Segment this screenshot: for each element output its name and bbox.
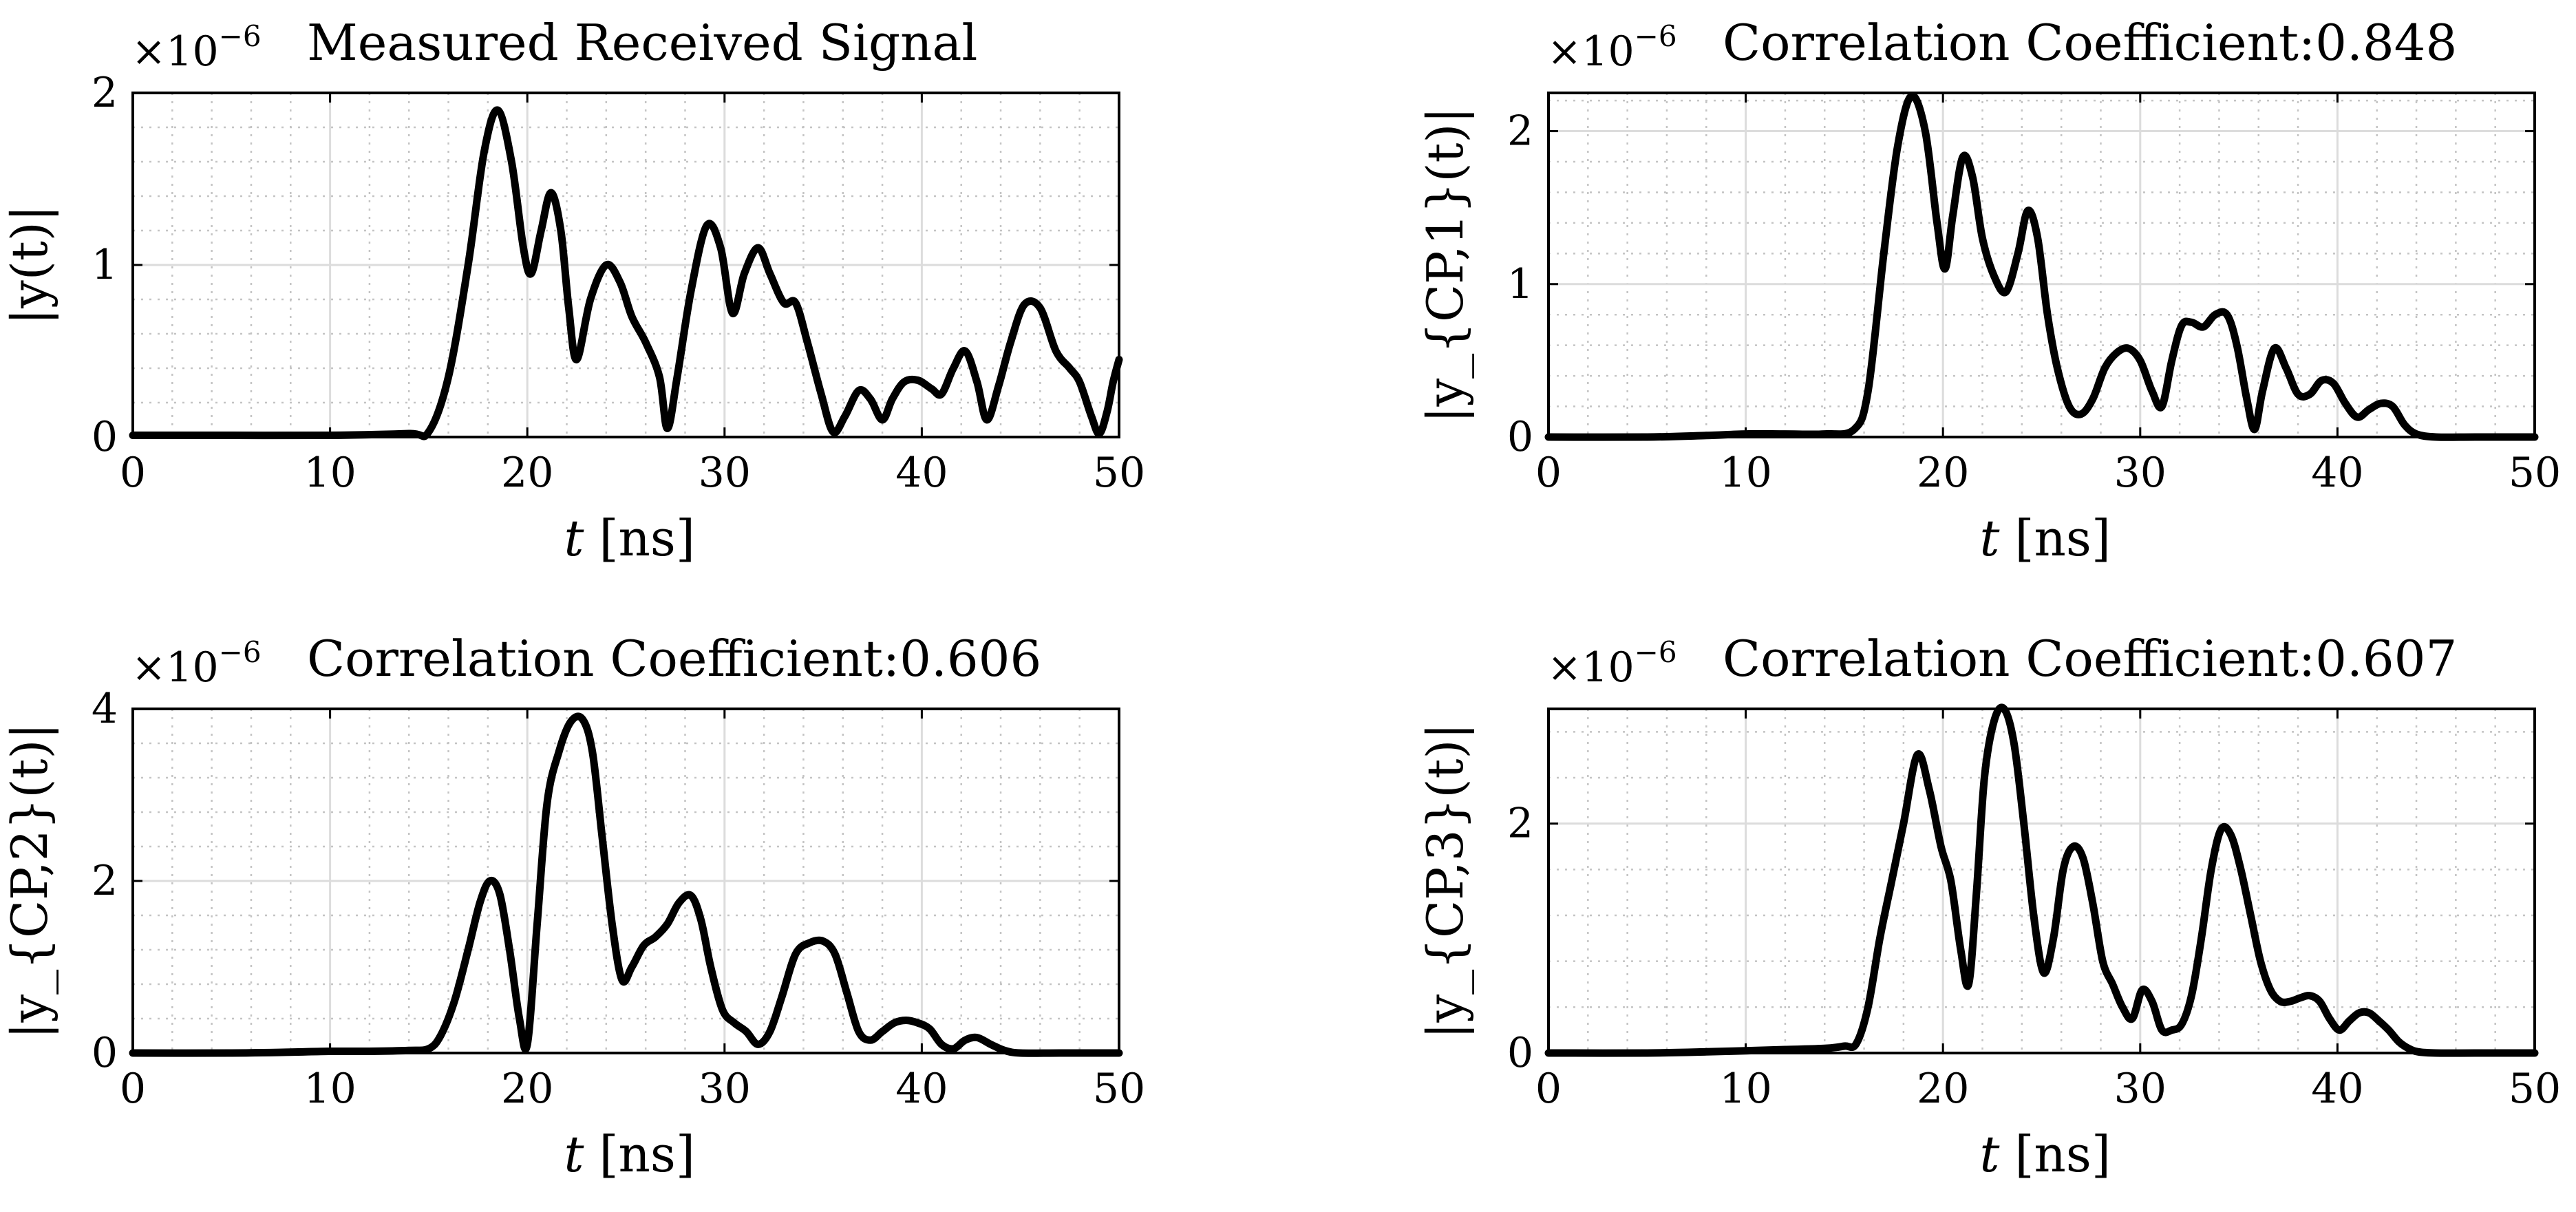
x-axis-label: t [ns]	[564, 1125, 695, 1183]
tick-marks	[131, 92, 1120, 438]
y-tick-label: 2	[92, 857, 118, 905]
x-tick-label: 40	[2311, 449, 2363, 497]
series-line	[129, 106, 1123, 440]
major-grid	[133, 709, 1119, 1053]
x-tick-label: 0	[120, 449, 146, 497]
x-tick-label: 20	[1917, 1065, 1969, 1113]
x-tick-label: 0	[1535, 1065, 1562, 1113]
x-tick-label: 10	[304, 449, 356, 497]
x-tick-label: 50	[1093, 449, 1145, 497]
x-axis-label: t [ns]	[564, 509, 695, 567]
x-tick-label: 30	[2114, 449, 2167, 497]
y-axis-label: |y_{CP,2}(t)|	[1, 723, 58, 1039]
y-exponent-label: ×10−6	[131, 635, 262, 692]
x-tick-label: 40	[895, 449, 948, 497]
x-tick-label: 50	[1093, 1065, 1145, 1113]
x-tick-label: 40	[895, 1065, 948, 1113]
x-tick-label: 10	[1719, 449, 1771, 497]
y-tick-label: 1	[1507, 260, 1533, 308]
x-tick-label: 50	[2509, 1065, 2561, 1113]
x-axis-label: t [ns]	[1980, 1125, 2111, 1183]
tick-marks	[1547, 93, 2536, 438]
y-tick-label: 0	[92, 1029, 118, 1077]
panel-2: 0 10 20 30 40 50 0 1 2 ×10−6 Correlation Coeffic…	[1416, 14, 2561, 567]
panel-title: Correlation Coefficient:0.606	[307, 630, 1041, 688]
tick-labels: 0 10 20 30 40 50 0 1 2	[1507, 107, 2561, 497]
panel-3: 0 10 20 30 40 50 0 2 4 ×10−6 Correlation Coeffic…	[1, 630, 1145, 1183]
y-tick-label: 0	[1507, 413, 1533, 461]
y-tick-label: 0	[1507, 1029, 1533, 1077]
y-exponent-label: ×10−6	[1547, 19, 1677, 76]
x-tick-label: 10	[304, 1065, 356, 1113]
y-axis-label: |y_{CP,3}(t)|	[1416, 723, 1474, 1039]
panel-4: 0 10 20 30 40 50 0 2 ×10−6 Correlation Coeffici…	[1416, 630, 2561, 1183]
tick-labels: 0 10 20 30 40 50 0 2	[1507, 800, 2561, 1113]
x-tick-label: 20	[501, 449, 553, 497]
x-tick-label: 0	[1535, 449, 1562, 497]
y-tick-label: 2	[1507, 107, 1533, 156]
tick-labels: 0 10 20 30 40 50 0 2 4	[92, 685, 1145, 1113]
x-tick-label: 10	[1719, 1065, 1771, 1113]
y-exponent-label: ×10−6	[1547, 635, 1677, 692]
series-line	[129, 712, 1123, 1057]
x-tick-label: 50	[2509, 449, 2561, 497]
panel-1: 0 10 20 30 40 50 0 1 2 ×10−6 Measured Received S…	[1, 14, 1145, 567]
x-tick-label: 20	[1917, 449, 1969, 497]
panel-title: Correlation Coefficient:0.607	[1723, 630, 2457, 688]
x-tick-label: 30	[699, 1065, 751, 1113]
panel-title: Correlation Coefficient:0.848	[1723, 14, 2457, 72]
x-tick-label: 20	[501, 1065, 553, 1113]
x-tick-label: 0	[120, 1065, 146, 1113]
y-axis-label: |y(t)|	[1, 205, 58, 325]
x-tick-label: 40	[2311, 1065, 2363, 1113]
axes-box	[1547, 708, 2536, 1054]
y-exponent-label: ×10−6	[131, 19, 262, 76]
x-axis-label: t [ns]	[1980, 509, 2111, 567]
axes-box	[1547, 92, 2536, 438]
tick-labels: 0 10 20 30 40 50 0 1 2	[92, 69, 1145, 497]
series-line	[1544, 92, 2539, 441]
y-tick-label: 1	[92, 241, 118, 289]
tick-marks	[1547, 709, 2536, 1054]
y-tick-label: 2	[1507, 800, 1533, 848]
x-tick-label: 30	[699, 449, 751, 497]
tick-marks	[131, 708, 1120, 1054]
y-axis-label: |y_{CP,1}(t)|	[1416, 107, 1474, 423]
y-tick-label: 2	[92, 69, 118, 117]
panel-title: Measured Received Signal	[307, 14, 977, 72]
series-line	[1544, 703, 2539, 1057]
y-tick-label: 0	[92, 413, 118, 461]
y-tick-label: 4	[92, 685, 118, 733]
x-tick-label: 30	[2114, 1065, 2167, 1113]
